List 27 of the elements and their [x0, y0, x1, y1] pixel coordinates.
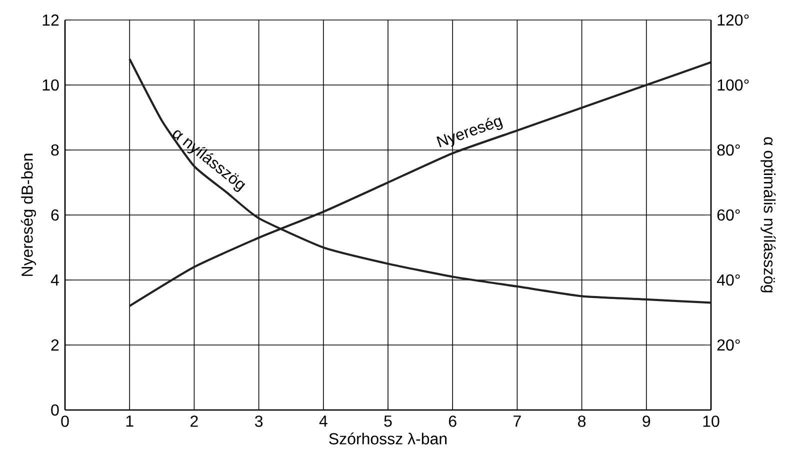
y2-tick-label: 120°: [718, 14, 749, 26]
y-axis-title: Nyereség dB-ben: [20, 154, 36, 276]
x-tick-label: 6: [448, 416, 456, 427]
y-tick-label: 12: [42, 14, 59, 26]
y2-tick-label: 80°: [717, 144, 740, 156]
x-tick-label: 8: [578, 416, 586, 427]
x-tick-label: 0: [61, 416, 69, 427]
x-tick-label: 10: [703, 416, 720, 427]
x-tick-label: 9: [642, 416, 650, 427]
x-tick-label: 2: [190, 416, 198, 427]
x-tick-label: 5: [384, 416, 392, 427]
x-tick-label: 4: [319, 416, 328, 427]
y-tick-label: 10: [42, 79, 59, 91]
y2-tick-label: 40°: [716, 274, 740, 286]
x-tick-label: 1: [126, 416, 134, 427]
y-tick-label: 0: [51, 404, 59, 416]
x-tick-label: 7: [514, 416, 521, 427]
y2-axis-title: α optimális nyílásszög: [760, 137, 776, 292]
x-tick-label: 3: [254, 416, 263, 427]
y-tick-label: 6: [51, 209, 59, 221]
y2-tick-label: 20°: [717, 339, 740, 351]
y2-tick-label: 100°: [718, 79, 749, 91]
y2-tick-label: 60°: [717, 209, 740, 221]
y-tick-label: 4: [50, 274, 59, 286]
x-axis-title: Szórhossz λ-ban: [329, 432, 447, 444]
y-tick-label: 2: [51, 339, 59, 351]
y-tick-label: 8: [51, 144, 59, 156]
